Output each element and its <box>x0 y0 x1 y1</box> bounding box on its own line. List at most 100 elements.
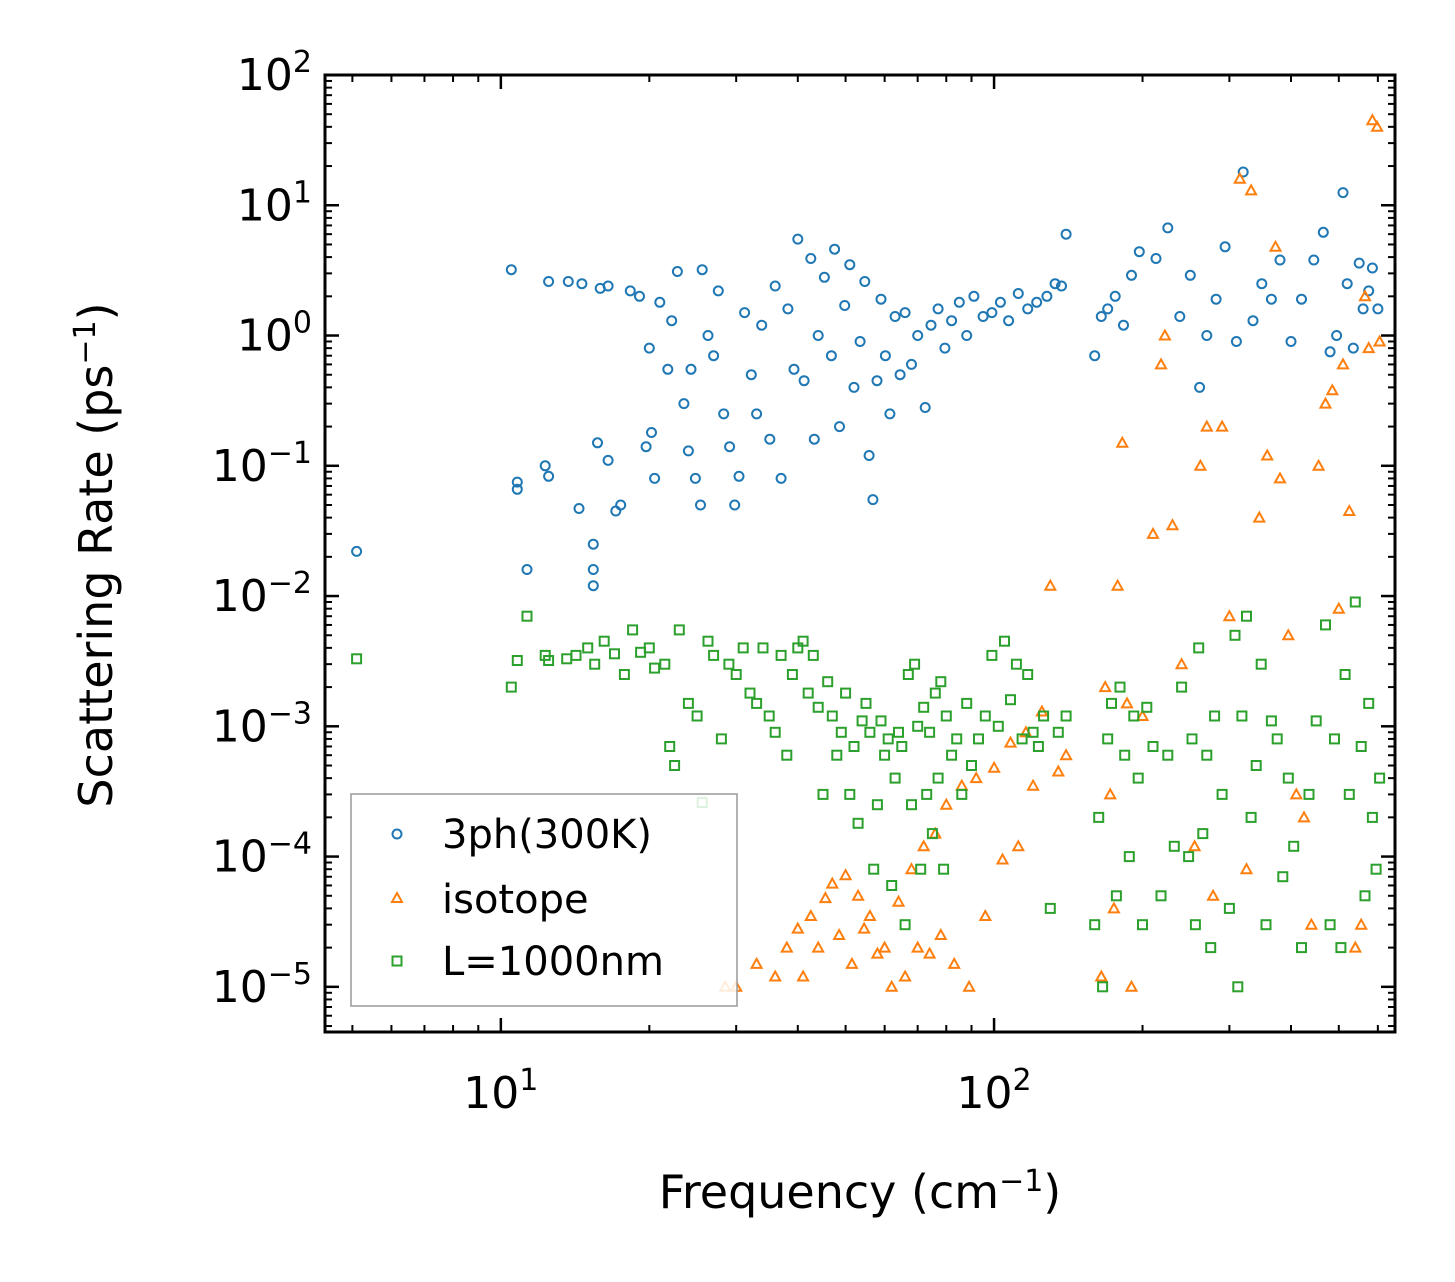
point <box>911 940 925 953</box>
point <box>831 749 843 761</box>
point <box>718 408 730 420</box>
point <box>1332 601 1346 614</box>
point <box>889 772 901 784</box>
series-2 <box>351 596 1386 993</box>
point <box>898 969 912 982</box>
point <box>909 658 921 670</box>
point <box>889 311 901 322</box>
point <box>951 733 963 745</box>
point <box>1154 357 1168 370</box>
point <box>1357 303 1369 315</box>
point <box>1135 708 1150 721</box>
point <box>906 358 917 370</box>
point <box>1060 710 1072 722</box>
x-tick-label: 102 <box>957 1063 1032 1119</box>
point <box>682 697 694 709</box>
point <box>1102 303 1114 315</box>
point <box>1265 715 1277 727</box>
point <box>904 862 919 875</box>
point <box>805 253 817 264</box>
point <box>1089 350 1101 362</box>
point <box>1183 851 1195 863</box>
point <box>624 285 636 297</box>
point <box>802 687 814 699</box>
point <box>689 472 701 484</box>
point <box>602 454 614 466</box>
point <box>763 710 775 722</box>
point <box>1158 328 1172 341</box>
point <box>1095 311 1107 322</box>
point <box>1336 357 1350 370</box>
point <box>1232 981 1244 993</box>
point <box>1229 629 1241 641</box>
point <box>673 624 685 636</box>
point <box>1288 840 1300 852</box>
point <box>576 278 588 290</box>
point <box>691 710 703 722</box>
point <box>1311 458 1326 471</box>
point <box>1250 760 1262 771</box>
point <box>505 264 517 276</box>
point <box>891 894 906 907</box>
point <box>634 290 645 302</box>
point <box>1110 578 1125 591</box>
point <box>1010 658 1022 670</box>
point <box>1059 748 1073 761</box>
y-tick-label: 101 <box>237 175 312 231</box>
point <box>1370 119 1384 132</box>
point <box>733 470 745 482</box>
point <box>627 624 639 636</box>
point <box>1260 919 1272 931</box>
point <box>896 741 908 752</box>
point <box>917 839 931 852</box>
point <box>947 956 961 969</box>
point <box>848 381 860 393</box>
point <box>788 363 800 375</box>
point <box>1355 741 1367 752</box>
point <box>1011 839 1025 852</box>
point <box>1049 278 1061 290</box>
point <box>1174 311 1186 322</box>
point <box>757 642 769 654</box>
point <box>1041 290 1053 302</box>
point <box>875 293 887 305</box>
point <box>511 476 523 488</box>
point <box>1168 840 1180 852</box>
point <box>902 669 914 680</box>
point <box>807 649 819 661</box>
point <box>1110 890 1122 902</box>
point <box>1256 278 1268 290</box>
point <box>808 433 820 445</box>
point <box>955 778 969 791</box>
point <box>804 908 818 921</box>
y-tick-label: 10−5 <box>212 957 312 1013</box>
point <box>1114 681 1126 693</box>
point <box>786 669 798 680</box>
point <box>879 350 891 362</box>
point <box>940 710 952 722</box>
point <box>521 564 533 575</box>
point <box>1331 330 1343 341</box>
point <box>659 658 671 670</box>
point <box>979 710 991 722</box>
legend-box <box>350 793 738 1007</box>
point <box>1223 902 1235 914</box>
y-tick-label: 10−4 <box>212 827 312 883</box>
legend-marker-isotope <box>390 890 404 903</box>
point <box>1146 526 1160 539</box>
point <box>1126 269 1137 281</box>
point <box>886 880 898 891</box>
point <box>961 330 973 341</box>
point <box>860 697 872 709</box>
tick-labels: 102 101 100 10−1 10−2 10−3 10−4 10−5 101 102 <box>212 45 1032 1119</box>
point <box>1236 710 1248 722</box>
point <box>1366 811 1378 823</box>
point <box>796 969 810 982</box>
point <box>1230 336 1242 347</box>
point <box>1118 319 1129 331</box>
point <box>938 863 950 875</box>
point <box>1176 681 1188 693</box>
point <box>696 264 708 276</box>
point <box>1102 733 1114 745</box>
point <box>669 760 681 771</box>
